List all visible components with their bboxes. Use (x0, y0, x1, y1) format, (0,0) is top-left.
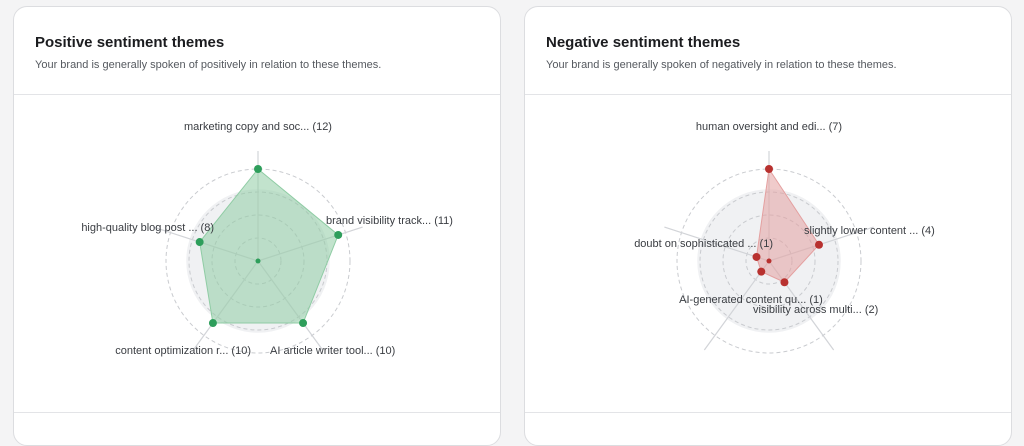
divider (525, 412, 1011, 413)
radar-point[interactable] (757, 267, 766, 276)
radar-axis-label: doubt on sophisticated ... (1) (634, 238, 773, 250)
radar-point[interactable] (752, 252, 761, 261)
radar-axis-label: slightly lower content ... (4) (804, 225, 935, 237)
radar-grid-ring (722, 214, 816, 308)
radar-axis-label: AI-generated content qu... (1) (679, 294, 823, 306)
radar-axis-label: human oversight and edi... (7) (696, 121, 842, 133)
card-header: Positive sentiment themes Your brand is … (14, 7, 500, 95)
radar-spoke (664, 226, 770, 262)
card-title: Positive sentiment themes (35, 34, 225, 51)
radar-point[interactable] (780, 278, 789, 287)
radar-area (199, 168, 339, 324)
negative-themes-card: Negative sentiment themes Your brand is … (524, 6, 1012, 446)
radar-area (755, 167, 820, 283)
card-header: Negative sentiment themes Your brand is … (525, 7, 1011, 95)
radar-grid-ring (676, 168, 862, 354)
radar-center-point (766, 258, 772, 264)
radar-point[interactable] (334, 230, 343, 239)
radar-spoke (703, 260, 770, 351)
positive-themes-card: Positive sentiment themes Your brand is … (13, 6, 501, 446)
card-subtitle: Your brand is generally spoken of positi… (35, 59, 382, 71)
radar-axis-label: AI article writer tool... (10) (270, 345, 395, 357)
radar-grid-ring (165, 168, 351, 354)
radar-point[interactable] (195, 238, 204, 247)
radar-point[interactable] (765, 165, 773, 173)
radar-point[interactable] (208, 319, 217, 328)
positive-radar-chart: marketing copy and soc... (12) brand visi… (81, 121, 453, 357)
radar-axis-label: visibility across multi... (2) (753, 304, 878, 316)
radar-point[interactable] (254, 165, 262, 173)
radar-axis-label: content optimization r... (10) (115, 345, 251, 357)
card-subtitle: Your brand is generally spoken of negati… (546, 59, 897, 71)
radar-axis-label: marketing copy and soc... (12) (184, 121, 332, 133)
negative-radar-chart: human oversight and edi... (7) slightly l… (634, 121, 935, 354)
radar-point[interactable] (814, 240, 823, 249)
divider (14, 412, 500, 413)
card-title: Negative sentiment themes (546, 34, 741, 51)
radar-point[interactable] (299, 319, 308, 328)
radar-center-point (255, 258, 261, 264)
radar-axis-label: brand visibility track... (11) (326, 215, 453, 227)
radar-axis-label: high-quality blog post ... (8) (81, 222, 214, 234)
